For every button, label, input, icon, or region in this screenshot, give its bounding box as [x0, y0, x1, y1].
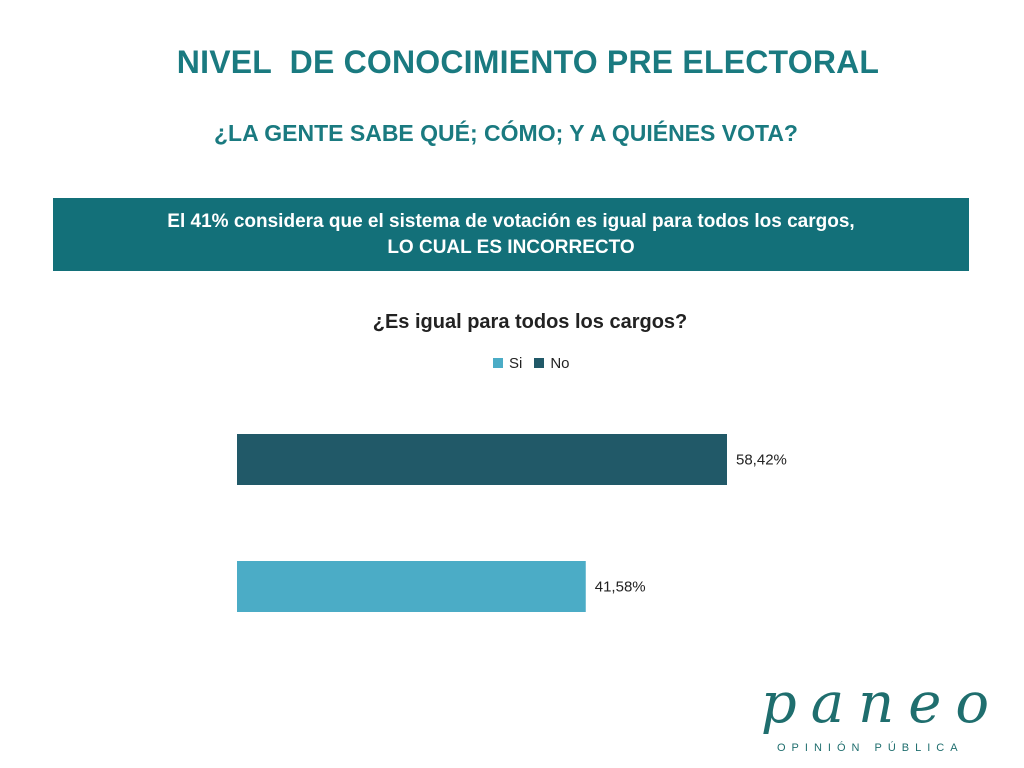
legend-label-si: Si [509, 354, 523, 372]
chart-title: ¿Es igual para todos los cargos? [372, 311, 688, 333]
chart-legend: Si No [493, 353, 582, 373]
logo-tagline: OPINIÓN PÚBLICA [777, 742, 964, 754]
slide-subtitle: ¿LA GENTE SABE QUÉ; CÓMO; Y A QUIÉNES VO… [214, 120, 798, 146]
legend-label-no: No [550, 354, 570, 372]
data-label-si: 41,58% [595, 579, 646, 596]
legend-item-si: Si [493, 355, 522, 372]
banner-line-1: El 41% considera que el sistema de votac… [167, 210, 855, 232]
key-finding-banner: El 41% considera que el sistema de votac… [53, 198, 969, 271]
paneo-logo: paneo OPINIÓN PÚBLICA [757, 672, 1007, 762]
bar-si [237, 561, 586, 612]
legend-swatch-no [534, 358, 545, 368]
banner-line-2: LO CUAL ES INCORRECTO [387, 236, 635, 258]
slide-title: NIVEL DE CONOCIMIENTO PRE ELECTORAL [176, 44, 880, 80]
legend-item-no: No [534, 354, 570, 372]
legend-swatch-si [493, 358, 503, 368]
bar-no [237, 434, 727, 485]
logo-wordmark: paneo [760, 671, 1004, 736]
data-label-no: 58,42% [736, 452, 787, 469]
